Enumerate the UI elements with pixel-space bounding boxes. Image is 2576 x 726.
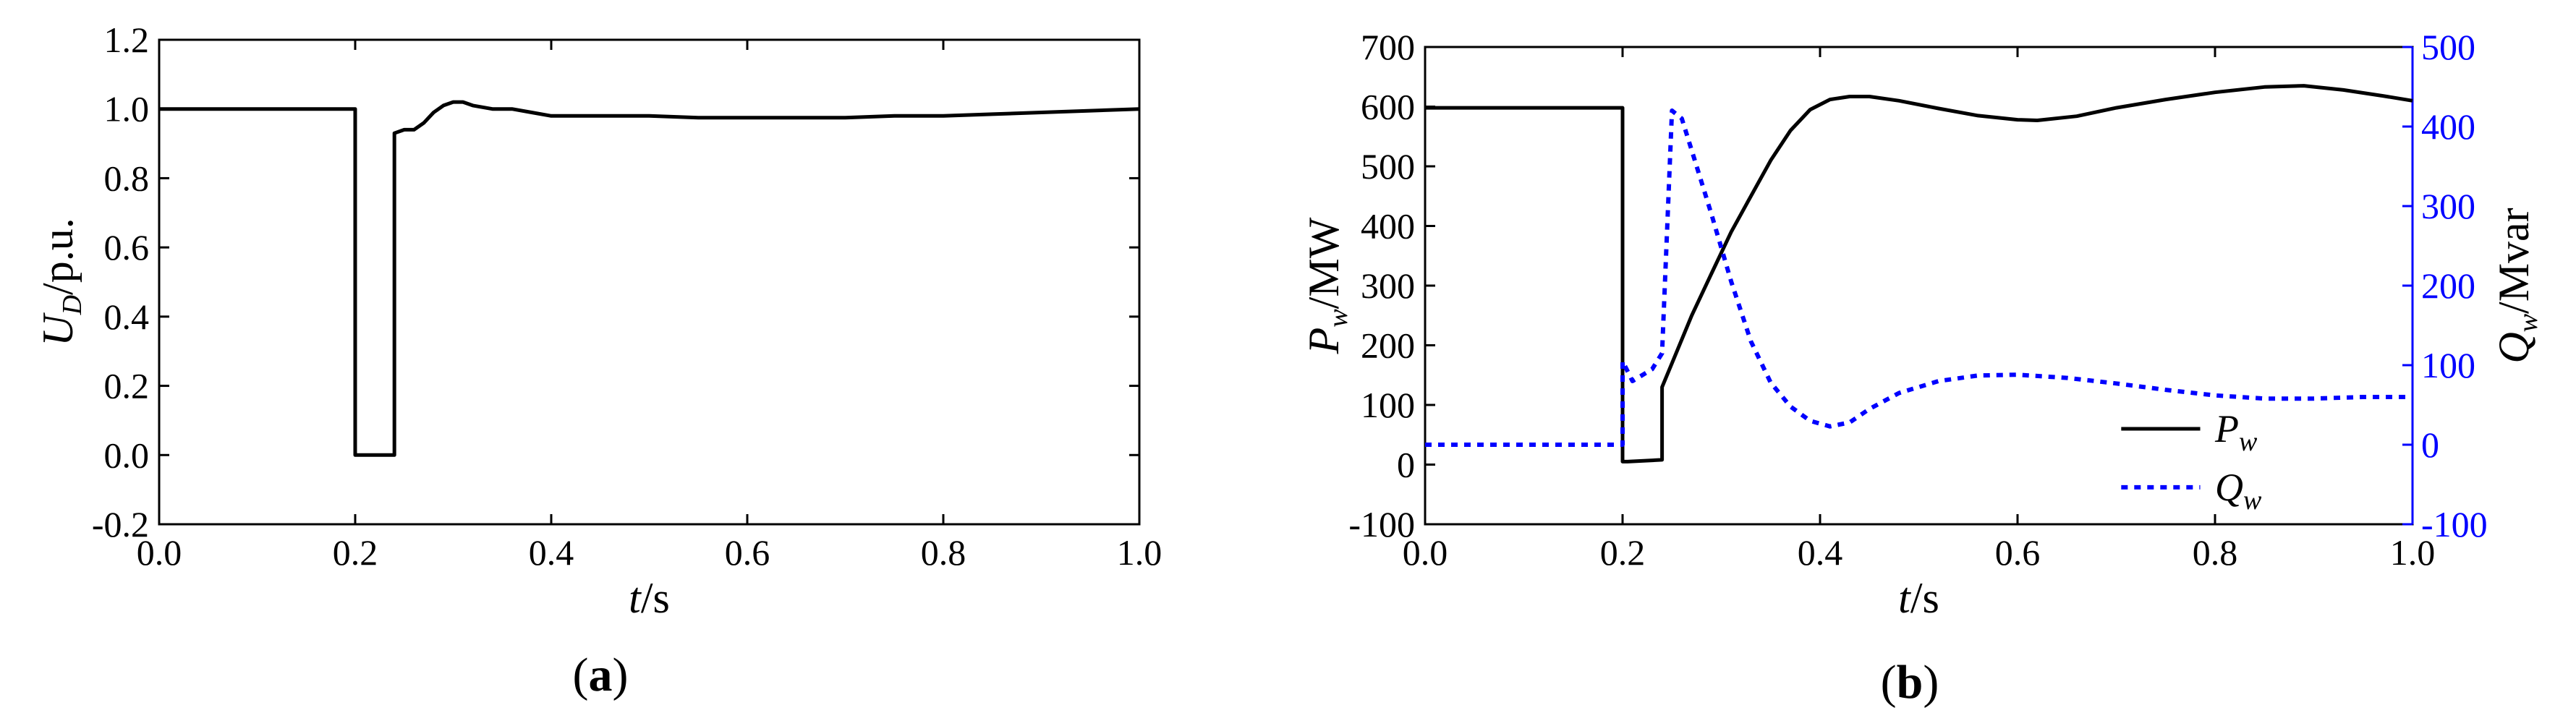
panel-label: (b): [1881, 656, 1939, 709]
series-line-u-d: [159, 100, 1140, 457]
y-tick-label: 100: [1361, 385, 1415, 425]
y-tick-label: -0.2: [92, 504, 149, 544]
x-axis-label: t/s: [629, 574, 670, 622]
x-tick-label: 1.0: [1117, 532, 1162, 573]
y2-tick-label: 0: [2421, 424, 2439, 465]
y-axis-label: Pw/MW: [1300, 217, 1353, 354]
y-tick-label: 0: [1397, 445, 1415, 485]
y-tick-label: 1.2: [104, 20, 150, 60]
chart-panel-a: 0.0 0.2 0.4 0.6 0.8 1.0-0.20.00.20.40.60.81.0…: [34, 20, 1162, 701]
y-tick-label: 500: [1361, 146, 1415, 187]
y-tick-label: 700: [1361, 27, 1415, 67]
panel-label: (a): [573, 649, 629, 701]
y-tick-label: 0.2: [104, 366, 150, 406]
legend-label-q-w: Qw: [2215, 466, 2262, 516]
x-tick-label: 0.6: [1995, 532, 2041, 573]
plot-frame: [1424, 46, 2414, 526]
plot-frame: [158, 38, 1141, 526]
y-tick-label: 0.6: [104, 227, 150, 268]
y-tick-label: 400: [1361, 206, 1415, 247]
y2-axis-label: Qw/Mvar: [2490, 208, 2543, 363]
y-tick-label: 0.0: [104, 435, 150, 475]
series-line-p-w: [1425, 84, 2413, 464]
chart-panel-b: 0.0 0.2 0.4 0.6 0.8 1.0-100010020030040050060…: [1300, 27, 2543, 709]
x-tick-label: 0.4: [529, 532, 574, 573]
x-tick-label: 0.8: [2193, 532, 2238, 573]
y-tick-label: 0.4: [104, 296, 150, 337]
y2-tick-label: 100: [2421, 345, 2475, 385]
x-axis-label: t/s: [1898, 574, 1939, 622]
y-tick-label: 200: [1361, 325, 1415, 366]
x-tick-label: 0.2: [333, 532, 378, 573]
y-tick-label: 0.8: [104, 158, 150, 198]
x-tick-label: 0.0: [137, 532, 182, 573]
y-tick-label: 600: [1361, 87, 1415, 127]
x-tick-label: 0.0: [1403, 532, 1448, 573]
x-tick-label: 1.0: [2390, 532, 2436, 573]
y2-tick-label: 500: [2421, 27, 2475, 67]
y2-tick-label: 400: [2421, 106, 2475, 147]
series-line-q-w: [1425, 108, 2413, 447]
y-axis-label: UD/p.u.: [34, 218, 88, 346]
x-tick-label: 0.6: [725, 532, 770, 573]
y2-tick-label: 200: [2421, 265, 2475, 306]
y2-tick-label: 300: [2421, 186, 2475, 226]
y-tick-label: -100: [1348, 504, 1415, 544]
x-tick-label: 0.2: [1600, 532, 1646, 573]
y-tick-label: 300: [1361, 265, 1415, 306]
x-tick-label: 0.4: [1798, 532, 1843, 573]
y2-tick-label: -100: [2421, 504, 2488, 544]
y-tick-label: 1.0: [104, 89, 150, 129]
legend-label-p-w: Pw: [2214, 407, 2258, 457]
x-tick-label: 0.8: [921, 532, 966, 573]
